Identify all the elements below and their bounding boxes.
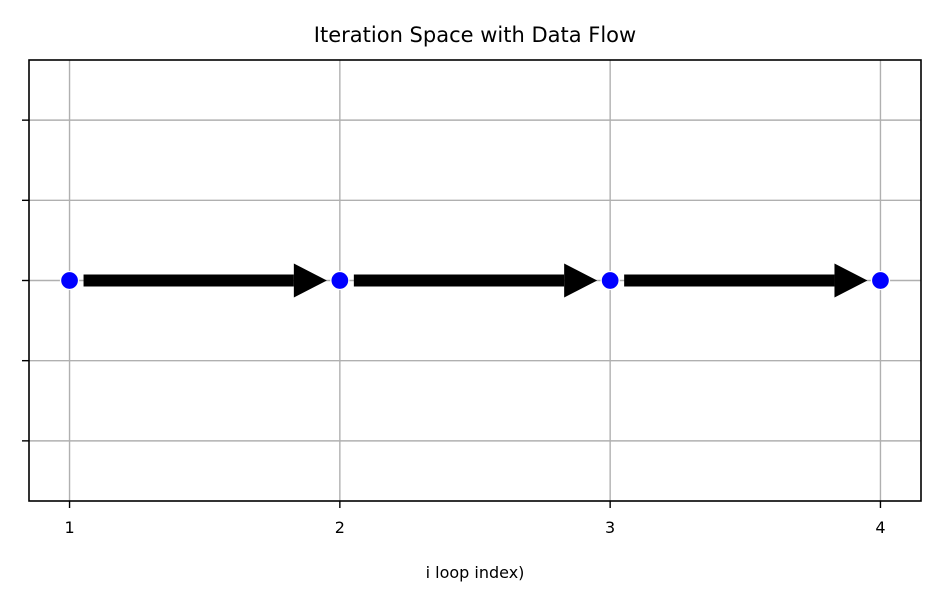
tick-layer: 1 2 3 4	[22, 119, 886, 537]
arrow-layer	[83, 263, 868, 298]
iteration-point	[870, 270, 891, 291]
iteration-point	[59, 270, 80, 291]
data-flow-arrow-head	[564, 263, 598, 298]
data-flow-arrow-shaft	[83, 274, 294, 287]
x-tick-label: 2	[335, 518, 345, 537]
x-tick-label: 3	[605, 518, 615, 537]
chart-title: Iteration Space with Data Flow	[314, 23, 636, 47]
data-flow-arrow-shaft	[624, 274, 835, 287]
x-tick-label: 4	[875, 518, 885, 537]
x-tick-label: 1	[64, 518, 74, 537]
data-flow-arrow-head	[293, 263, 327, 298]
iteration-point	[330, 270, 350, 291]
iteration-point	[600, 270, 620, 291]
data-flow-arrow-head	[834, 263, 868, 298]
x-axis-label: i loop index)	[426, 563, 525, 582]
point-layer	[59, 270, 891, 291]
data-flow-arrow-shaft	[353, 274, 565, 287]
